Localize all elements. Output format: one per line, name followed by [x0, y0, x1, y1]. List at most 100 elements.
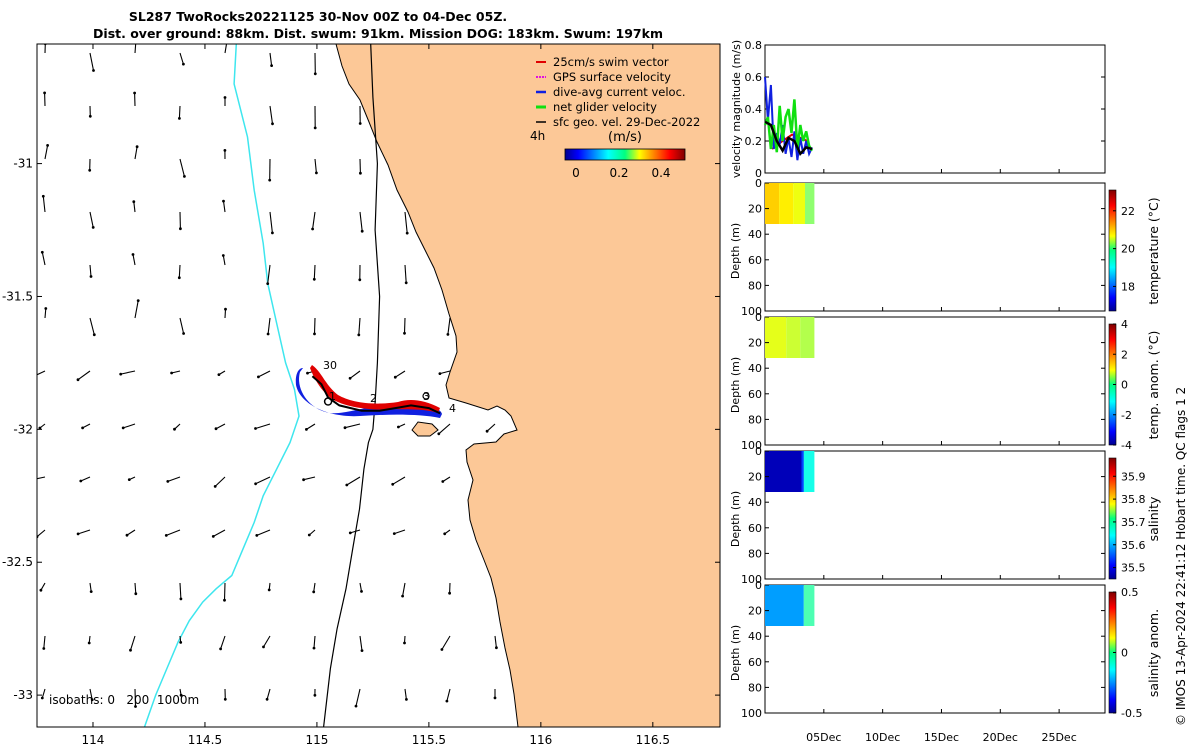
sfc-velocity-arrowhead [485, 429, 489, 433]
sfc-velocity-arrowhead [265, 697, 269, 701]
sfc-velocity-arrow [359, 635, 363, 651]
sfc-velocity-arrow [442, 476, 451, 482]
sfc-velocity-arrowhead [91, 226, 95, 229]
sfc-velocity-arrow [269, 52, 273, 66]
sfc-velocity-arrow [166, 529, 181, 536]
colorbar-label: temp. anom. (°C) [1146, 331, 1161, 440]
sfc-velocity-arrowhead [166, 480, 170, 483]
sfc-velocity-arrowhead [34, 374, 37, 377]
track-day-label-4: 4 [449, 402, 456, 415]
sfc-velocity-arrowhead [391, 482, 395, 486]
sfc-velocity-arrow [313, 264, 316, 280]
sfc-velocity-arrowhead [360, 649, 364, 652]
sfc-velocity-arrow [80, 476, 91, 482]
sfc-velocity-arrow [179, 317, 185, 334]
sfc-velocity-arrow [220, 635, 226, 650]
sfc-velocity-arrowhead [254, 482, 257, 486]
sfc-velocity-arrowhead [38, 426, 42, 430]
colorbar-tick-label: 0.5 [1121, 586, 1139, 599]
heatmap-cell [786, 317, 801, 358]
isobath-1000m [143, 44, 300, 727]
depth-tick-label: 0 [755, 177, 762, 190]
sfc-velocity-arrow [439, 370, 451, 375]
sfc-velocity-arrow [89, 688, 93, 700]
depth-axis-label: Depth (m) [729, 223, 742, 279]
track-day-label-1: 1 [329, 390, 336, 403]
depth-axis-label: Depth (m) [729, 357, 742, 413]
depth-tick-label: 40 [748, 362, 762, 375]
sfc-velocity-arrowhead [359, 171, 362, 175]
sfc-velocity-arrowhead [392, 532, 396, 535]
sfc-velocity-arrowhead [131, 253, 135, 256]
sfc-velocity-arrow [312, 211, 316, 230]
sfc-velocity-arrow [438, 423, 451, 435]
sfc-velocity-arrowhead [134, 705, 137, 708]
sfc-velocity-arrow [267, 317, 271, 335]
sfc-velocity-arrowhead [302, 478, 305, 482]
panel-temperature: 0 20 40 60 80 100 Depth (m) 22 20 18 temperature (… [729, 177, 1161, 318]
sfc-velocity-arrow [213, 529, 226, 537]
sfc-velocity-arrow [269, 211, 273, 233]
sfc-velocity-arrowhead [221, 254, 225, 257]
panel-salinity-anomaly: 0 20 40 60 80 100 Depth (m) 0.5 0 -0.5 salinity an… [729, 579, 1161, 720]
sfc-velocity-arrowhead [271, 231, 274, 235]
sfc-velocity-arrow [403, 317, 406, 334]
sfc-velocity-arrow [44, 308, 47, 319]
sfc-velocity-arrow [134, 688, 137, 707]
depth-tick-label: 40 [748, 228, 762, 241]
colorbar [1108, 457, 1117, 580]
date-axis: 05Dec 10Dec 15Dec 20Dec 25Dec [806, 169, 1077, 744]
legend-item-swim: 25cm/s swim vector [553, 55, 669, 69]
sfc-velocity-arrowhead [313, 332, 316, 336]
sfc-velocity-arrow [355, 688, 361, 707]
speed-colorbar [564, 148, 686, 161]
sfc-velocity-arrowhead [268, 178, 272, 182]
sfc-velocity-arrowhead [403, 331, 406, 335]
sfc-velocity-arrow [222, 255, 226, 266]
sfc-velocity-arrow [222, 201, 226, 213]
velocity-ytick-label: 0.2 [745, 135, 763, 148]
map-xtick-label: 116.5 [636, 733, 670, 747]
sfc-velocity-arrowhead [257, 375, 260, 379]
sfc-velocity-arrowhead [44, 307, 48, 310]
sfc-velocity-arrow [120, 370, 136, 375]
sfc-velocity-arrow [132, 254, 136, 266]
sfc-velocity-arrowhead [121, 426, 125, 430]
depth-tick-label: 20 [748, 471, 762, 484]
depth-tick-label: 0 [755, 311, 762, 324]
heatmap-frame [764, 316, 1106, 446]
depth-tick-label: 0 [755, 579, 762, 592]
sfc-velocity-arrowhead [312, 646, 316, 650]
sfc-velocity-arrow [395, 370, 406, 378]
map-xtick-label: 114.5 [188, 733, 222, 747]
sfc-velocity-arrow [394, 529, 406, 535]
sfc-velocity-arrowhead [88, 114, 92, 118]
sfc-velocity-arrow [179, 582, 182, 599]
sfc-velocity-arrowhead [438, 372, 442, 375]
sfc-velocity-arrowhead [312, 590, 316, 594]
sfc-velocity-arrow [223, 582, 226, 601]
colorbar-tick-label: -4 [1121, 439, 1132, 452]
map-xtick-label: 116 [529, 733, 552, 747]
sfc-velocity-arrowhead [348, 376, 352, 380]
sfc-velocity-arrowhead [313, 72, 317, 76]
sfc-velocity-arrow [256, 529, 271, 536]
depth-tick-label: 20 [748, 605, 762, 618]
speed-colorbar-tick-0: 0 [572, 166, 580, 180]
date-tick-label: 10Dec [865, 731, 900, 744]
sfc-velocity-arrow [267, 264, 271, 284]
sfc-velocity-arrowhead [305, 428, 308, 431]
depth-tick-label: 0 [755, 445, 762, 458]
heatmap-cell [765, 451, 802, 492]
sfc-velocity-arrowhead [401, 594, 404, 598]
isobath200-line [323, 44, 381, 727]
sfc-velocity-arrow [89, 211, 94, 228]
sfc-velocity-arrowhead [127, 478, 131, 481]
colorbar-label: salinity anom. [1146, 609, 1161, 697]
sfc-velocity-arrowhead [129, 648, 132, 652]
sfc-velocity-arrowhead [270, 64, 273, 67]
velocity-ytick-label: 0 [755, 167, 762, 180]
sfc-velocity-arrowhead [76, 532, 80, 536]
sfc-velocity-arrow [43, 635, 46, 649]
